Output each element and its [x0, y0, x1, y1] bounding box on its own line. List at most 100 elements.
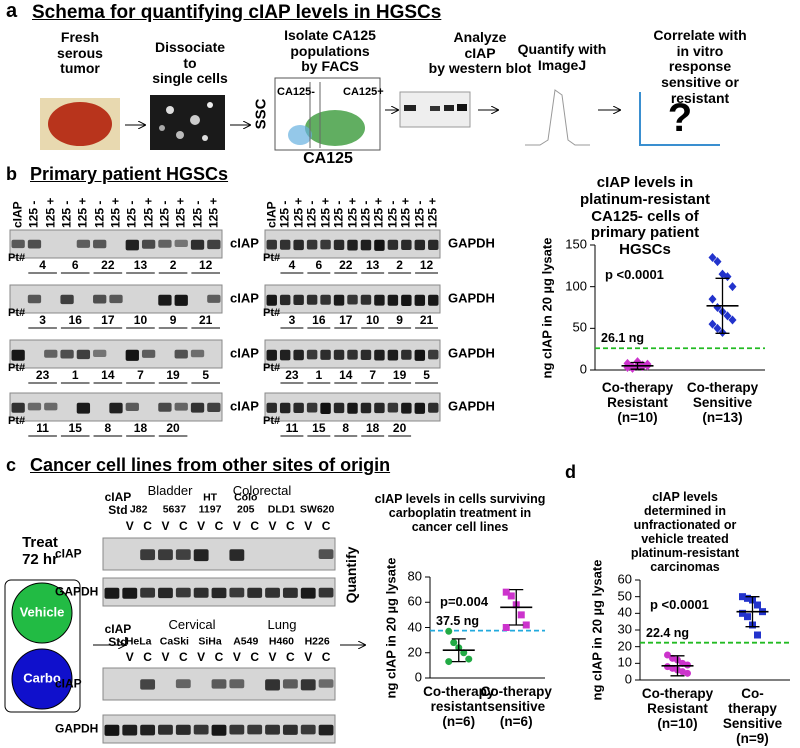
lane-label: C	[143, 650, 152, 664]
patient-number: 1	[315, 368, 323, 382]
band	[333, 239, 345, 251]
patient-number: 10	[366, 313, 380, 327]
x-tick-label: Co-therapy Sensitive (n=13)	[686, 380, 759, 426]
band	[158, 239, 172, 248]
data-point	[507, 592, 515, 600]
data-point	[522, 621, 530, 629]
patient-number: 11	[285, 421, 299, 435]
band	[158, 294, 172, 306]
ciap-blot	[9, 229, 223, 259]
band	[140, 679, 156, 690]
band	[306, 239, 318, 250]
band	[428, 402, 439, 413]
target-label: GAPDH	[55, 584, 99, 599]
band	[387, 294, 399, 306]
band	[175, 587, 191, 598]
band	[414, 294, 426, 306]
y-tick-label: 100	[565, 278, 587, 294]
data-point	[445, 627, 453, 635]
cell-line: H226	[304, 635, 330, 648]
axis-label: SSC	[252, 98, 270, 130]
group-label: Colorectal	[232, 483, 292, 498]
patient-number: 17	[101, 313, 115, 327]
band	[247, 724, 263, 735]
row-prefix: Pt#	[263, 362, 281, 374]
data-point	[728, 282, 737, 292]
lane-label: V	[232, 650, 241, 664]
target-label: GAPDH	[448, 345, 495, 361]
band	[428, 349, 439, 360]
y-axis-label: ng cIAP in 20 µg lysate	[383, 557, 399, 698]
patient-number: 12	[199, 258, 213, 272]
y-tick-label: 30	[617, 621, 632, 637]
band	[207, 402, 221, 413]
target-label: cIAP	[55, 546, 82, 561]
band	[76, 402, 91, 414]
target-label: GAPDH	[448, 235, 495, 251]
band	[266, 294, 277, 306]
panel-label: b	[6, 164, 17, 184]
patient-number: 15	[68, 421, 82, 435]
arrows	[93, 110, 620, 645]
band	[27, 239, 42, 249]
panel-label: c	[6, 455, 17, 475]
lane-label: 125 +	[43, 197, 58, 228]
panel-title: Schema for quantifying cIAP levels in HG…	[32, 2, 442, 23]
patient-number: 13	[133, 258, 148, 272]
patient-number: 21	[419, 313, 434, 327]
band	[320, 294, 331, 305]
band	[175, 549, 191, 560]
band	[360, 349, 372, 360]
data-point	[713, 257, 722, 267]
band	[190, 349, 205, 358]
band	[109, 402, 123, 414]
band	[140, 549, 156, 561]
band	[158, 724, 173, 735]
lane-label: 125 -	[124, 200, 139, 228]
patient-number: 23	[35, 368, 50, 382]
row-prefix: Pt#	[263, 415, 281, 427]
band	[193, 549, 209, 562]
patient-number: 17	[339, 313, 353, 327]
target-label: GAPDH	[448, 398, 495, 414]
data-point	[684, 669, 691, 677]
ciap-blot	[102, 537, 336, 571]
row-prefix: Pt#	[8, 307, 26, 319]
lane-label: 125 +	[75, 197, 90, 228]
target-label: cIAP	[230, 235, 259, 251]
threshold-label: 37.5 ng	[436, 613, 480, 628]
band	[158, 549, 173, 561]
band	[207, 239, 221, 250]
patient-number: 19	[166, 368, 180, 382]
panel-title: Primary patient HGSCs	[30, 164, 229, 184]
std-label: cIAP Std	[104, 490, 132, 518]
chart-title: cIAP levels determined in unfractionated…	[630, 490, 740, 574]
y-tick-label: 0	[579, 361, 587, 377]
band	[44, 349, 58, 358]
row-prefix: Pt#	[263, 307, 281, 319]
patient-number: 22	[339, 258, 353, 272]
lane-label: 125 +	[108, 197, 123, 228]
band	[175, 724, 191, 735]
lane-label: C	[178, 519, 188, 533]
band	[320, 349, 331, 360]
band	[93, 239, 107, 249]
y-tick-label: 60	[617, 571, 632, 587]
treatment-name: Carbo	[23, 670, 61, 686]
cell-line: CaSki	[159, 635, 189, 648]
target-label: cIAP	[230, 398, 259, 414]
chart-title: cIAP levels in cells surviving carboplat…	[374, 492, 546, 534]
panel-label: a	[6, 0, 18, 22]
data-point	[502, 624, 510, 631]
cell-line: HeLa	[125, 635, 152, 648]
lane-label: 125 -	[91, 200, 106, 228]
band	[125, 402, 139, 412]
patient-number: 7	[137, 368, 144, 382]
data-point	[723, 311, 732, 321]
step-label: Correlate with in vitro response sensiti…	[653, 27, 747, 106]
band	[300, 724, 316, 735]
lane-label: V	[268, 650, 277, 664]
band	[211, 587, 227, 599]
band	[401, 402, 412, 414]
lane-label: C	[143, 519, 152, 533]
